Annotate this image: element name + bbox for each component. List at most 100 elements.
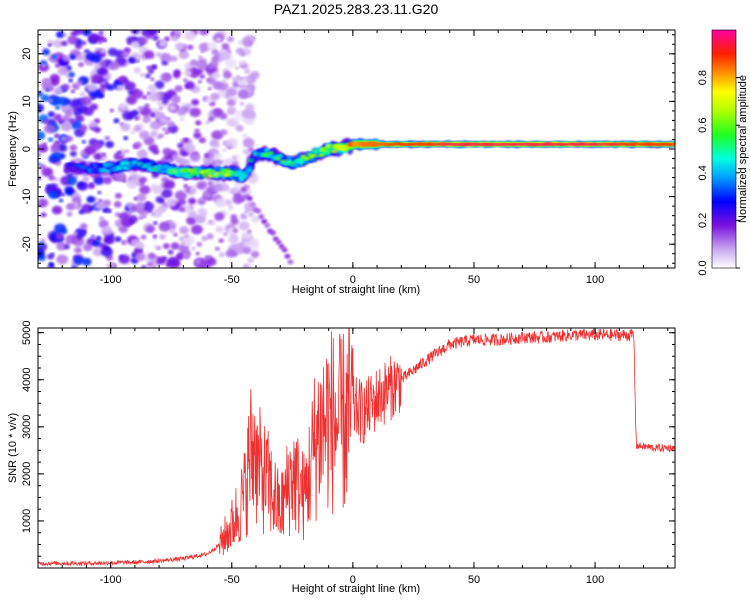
heatmap-cell	[68, 78, 73, 83]
heatmap-cell	[163, 36, 170, 42]
heatmap-cell	[204, 153, 209, 158]
heatmap-cell	[145, 73, 151, 79]
heatmap-cell	[244, 68, 251, 74]
heatmap-cell	[82, 106, 94, 116]
heatmap-cell	[207, 116, 215, 122]
heatmap-cell	[152, 234, 158, 239]
heatmap-cell	[223, 71, 232, 79]
heatmap-cell	[58, 198, 64, 203]
heatmap-cell	[184, 30, 197, 41]
heatmap-cell	[240, 187, 247, 193]
heatmap-cell	[232, 77, 238, 81]
heatmap-cell	[133, 67, 142, 74]
heatmap-cell	[66, 211, 73, 217]
heatmap-cell	[95, 235, 102, 242]
heatmap-cell	[227, 36, 234, 43]
heatmap-cell	[215, 197, 227, 208]
heatmap-cell	[52, 39, 64, 48]
heatmap-cell	[100, 52, 106, 58]
heatmap-cell	[267, 151, 274, 155]
heatmap-cell	[235, 66, 239, 70]
heatmap-cell	[61, 83, 70, 91]
heatmap-cell	[207, 41, 218, 51]
heatmap-cell	[102, 209, 107, 213]
heatmap-cell	[196, 68, 204, 75]
heatmap-cell	[166, 127, 172, 132]
heatmap-cell	[236, 74, 240, 79]
heatmap-cell	[118, 254, 131, 265]
heatmap-cell	[119, 212, 130, 222]
heatmap-cell	[64, 185, 74, 194]
heatmap-cell	[114, 212, 121, 218]
top-y-tick-label: -10	[21, 189, 33, 205]
heatmap-cell	[257, 150, 265, 154]
heatmap-cell	[50, 143, 61, 153]
heatmap-cell	[150, 131, 157, 137]
bottom-y-tick-label: 2000	[21, 462, 33, 486]
heatmap-cell	[183, 69, 193, 77]
bottom-y-axis: 1000 2000 3000 4000 5000	[21, 320, 675, 569]
heatmap-cell	[51, 54, 57, 59]
bottom-y-tick-label: 1000	[21, 509, 33, 533]
heatmap-cell	[142, 115, 151, 124]
heatmap-cell	[140, 234, 147, 240]
heatmap-cell	[153, 245, 158, 250]
heatmap-cell	[193, 132, 202, 139]
heatmap-cell	[240, 52, 246, 57]
heatmap-cell	[98, 67, 109, 76]
heatmap-cell	[236, 170, 243, 175]
heatmap-cell	[139, 185, 151, 195]
heatmap-cell	[187, 210, 197, 218]
heatmap-cell	[162, 99, 169, 105]
bottom-x-tick-label: -50	[224, 574, 240, 586]
heatmap-cell	[250, 250, 260, 258]
heatmap-cell	[65, 135, 73, 142]
heatmap-cell	[48, 190, 59, 200]
heatmap-cell	[170, 224, 176, 230]
heatmap-cell	[199, 74, 206, 79]
heatmap-cell	[61, 40, 68, 47]
heatmap-cell	[211, 71, 221, 80]
heatmap-cell	[91, 74, 104, 84]
heatmap-cell	[39, 164, 46, 170]
heatmap-cell	[281, 247, 288, 253]
heatmap-cell	[176, 107, 187, 116]
heatmap-cell	[167, 256, 180, 267]
heatmap-cell	[56, 254, 69, 265]
heatmap-cell	[125, 149, 130, 153]
heatmap-cell	[158, 221, 171, 232]
colorbar-tick-label: 0.2	[697, 213, 709, 228]
heatmap-cell	[74, 246, 82, 254]
heatmap-cell	[73, 231, 79, 236]
heatmap-cell	[244, 170, 251, 175]
top-x-tick-label: 100	[586, 274, 604, 286]
heatmap-cell	[82, 243, 93, 252]
heatmap-cell	[178, 236, 185, 242]
heatmap-cell	[309, 154, 317, 158]
heatmap-cell	[207, 87, 212, 91]
heatmap-cell	[227, 189, 232, 193]
heatmap-cell	[91, 234, 95, 238]
heatmap-cell	[132, 174, 139, 180]
heatmap-cell	[47, 43, 52, 47]
heatmap-cell	[219, 129, 228, 136]
heatmap-cell	[246, 165, 253, 170]
heatmap-cell	[167, 159, 172, 163]
heatmap-cell	[97, 190, 102, 195]
top-x-axis: -100 -50 0 50 100	[37, 30, 669, 286]
heatmap-cell	[89, 183, 94, 187]
top-x-axis-label: Height of straight line (km)	[292, 284, 420, 296]
heatmap-cell	[251, 215, 260, 223]
heatmap-cell	[179, 50, 189, 58]
heatmap-cell	[191, 98, 200, 106]
heatmap-cell	[128, 215, 139, 224]
heatmap-cell	[194, 213, 206, 224]
heatmap-cell	[94, 202, 104, 210]
heatmap-cell	[164, 130, 169, 135]
heatmap-cell	[53, 113, 63, 121]
heatmap-cell	[174, 190, 187, 201]
heatmap-cell	[221, 43, 230, 50]
heatmap-cell	[38, 103, 45, 113]
heatmap-cell	[222, 148, 226, 152]
